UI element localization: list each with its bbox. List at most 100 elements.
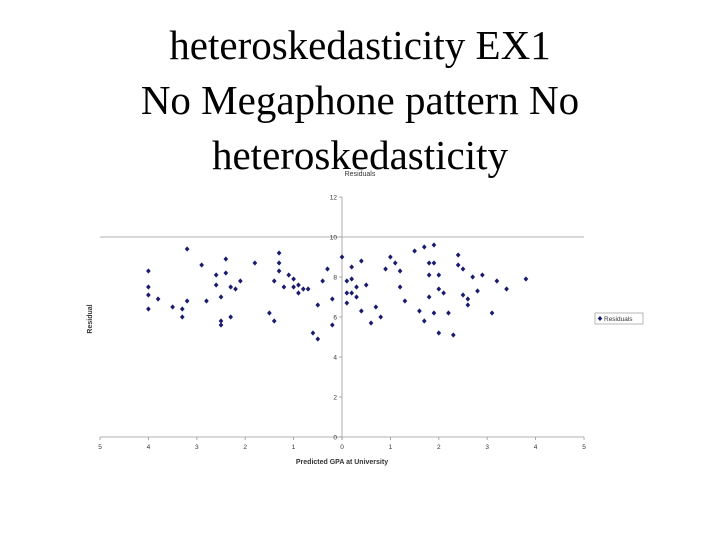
y-axis-label: Residual [87,304,94,333]
data-point [363,282,369,288]
legend-label: Residuals [604,316,633,323]
data-point [436,330,442,336]
data-point [281,284,287,290]
data-point [276,268,282,274]
data-point [354,294,359,300]
data-point [218,318,224,324]
data-point [271,318,277,324]
x-tick-label: 1 [389,444,393,451]
data-point [349,264,355,270]
data-point [470,274,476,280]
data-point [179,314,185,320]
data-point [146,292,151,298]
title-line-1: heteroskedasticity EX1 [169,22,551,68]
data-point [233,286,238,292]
y-tick-label: 10 [330,234,338,241]
data-point [402,298,408,304]
data-point [373,304,379,310]
y-tick-label: 2 [333,394,337,401]
title-line-3: heteroskedasticity [211,132,508,178]
x-tick-label: 5 [582,444,586,451]
y-tick-label: 6 [333,314,337,321]
data-point [286,272,292,278]
data-point [431,242,437,248]
data-point [426,294,432,300]
data-point [170,304,175,310]
x-tick-label: 0 [340,444,344,451]
data-point [489,310,495,316]
data-point [296,290,301,296]
data-point [228,314,234,320]
data-point [359,308,364,314]
y-tick-label: 4 [333,354,337,361]
data-point [276,260,282,266]
data-point [368,320,374,326]
data-point [291,276,296,282]
x-tick-label: 3 [485,444,489,451]
x-tick-label: 2 [243,444,247,451]
data-point [300,286,306,292]
data-point [146,284,151,290]
data-point [315,336,321,342]
data-point [431,310,437,316]
data-point [421,318,427,324]
data-point [155,296,161,302]
data-point [378,314,384,320]
data-point [436,286,442,292]
data-point [213,282,219,288]
x-axis-label: Predicted GPA at University [296,459,388,466]
data-point [310,330,316,336]
data-point [421,244,427,250]
data-point [291,284,296,290]
x-tick-label: 1 [292,444,296,451]
data-point [296,282,301,288]
data-point [426,260,432,266]
data-point [184,246,190,252]
data-point [146,268,151,274]
data-point [494,278,500,284]
data-point [354,284,359,290]
data-point [504,286,509,292]
data-point [446,310,451,316]
data-point [460,292,466,298]
title-line-2: No Megaphone pattern No [140,77,580,123]
x-tick-label: 4 [147,444,151,451]
data-point [431,260,437,266]
data-point [465,302,471,308]
data-point [397,284,403,290]
data-point [325,266,330,272]
data-point [305,286,311,292]
x-tick-label: 2 [437,444,441,451]
legend-marker [597,316,603,321]
y-tick-label: 0 [333,434,337,441]
data-point [349,290,355,296]
data-point [392,260,398,266]
x-tick-label: 4 [534,444,538,451]
legend: Residuals [594,312,644,325]
data-point [267,310,272,316]
data-point [199,262,204,268]
data-point [349,276,355,282]
data-point [276,250,282,256]
data-point [465,296,471,302]
data-point [329,322,335,328]
data-point [204,298,209,304]
data-point [455,252,461,258]
data-points [146,242,529,342]
data-point [455,262,461,268]
data-point [228,284,234,290]
data-point [523,276,529,282]
legend-box [594,312,644,325]
data-point [179,306,185,312]
data-point [329,296,335,302]
data-point [218,294,224,300]
data-point [417,308,422,314]
data-point [388,254,393,260]
data-point [397,268,403,274]
data-point [271,278,277,284]
data-point [475,288,480,294]
data-point [320,278,325,284]
data-point [426,272,432,278]
x-tick-label: 3 [195,444,199,451]
